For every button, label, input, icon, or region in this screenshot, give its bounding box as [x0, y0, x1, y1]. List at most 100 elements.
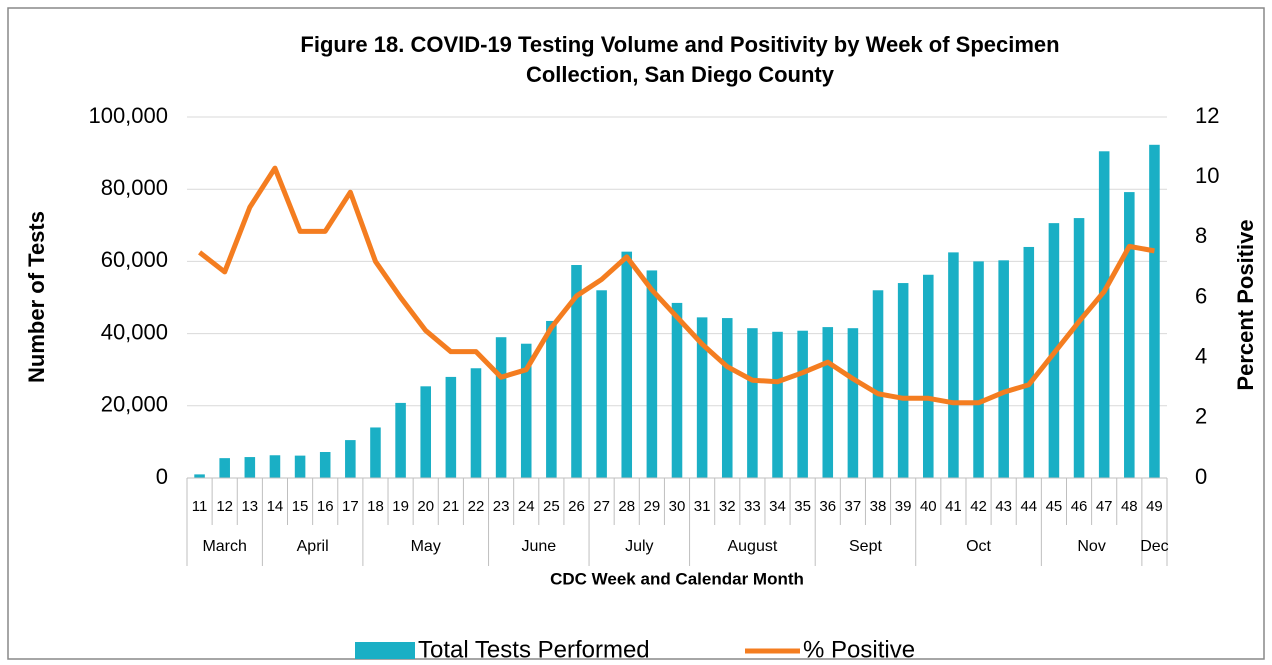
line: [198, 165, 1155, 406]
bar: [998, 260, 1009, 478]
x-tick-label: 23: [493, 498, 510, 515]
bar: [470, 368, 482, 478]
x-tick-label: 14: [267, 498, 284, 515]
bar: [1098, 151, 1110, 479]
chart-title: Figure 18. COVID-19 Testing Volume and P…: [300, 32, 1059, 57]
month-label: March: [202, 538, 246, 555]
bar: [1124, 192, 1135, 478]
month-label: Sept: [849, 538, 882, 555]
x-axis-title: CDC Week and Calendar Month: [550, 569, 804, 588]
bar: [772, 331, 783, 478]
y2-tick-label: 12: [1195, 103, 1219, 128]
x-tick-label: 36: [819, 498, 836, 515]
bar: [822, 327, 834, 478]
x-tick-label: 41: [945, 498, 962, 515]
x-tick-label: 35: [794, 498, 811, 515]
bar: [395, 402, 406, 478]
x-tick-label: 29: [644, 498, 661, 515]
x-tick-label: 38: [870, 498, 887, 515]
bar: [194, 474, 205, 478]
y2-tick-label: 6: [1195, 283, 1207, 308]
x-tick-label: 33: [744, 498, 761, 515]
month-label: Dec: [1140, 538, 1168, 555]
bar: [621, 251, 633, 478]
x-tick-label: 30: [669, 498, 686, 515]
bar: [948, 252, 959, 478]
bar: [1023, 246, 1035, 478]
month-label: June: [521, 538, 556, 555]
x-tick-label: 16: [317, 498, 334, 515]
bar: [1073, 218, 1085, 478]
y-tick-label: 60,000: [101, 247, 168, 272]
y-tick-label: 20,000: [101, 392, 168, 417]
chart-title: Collection, San Diego County: [526, 62, 835, 87]
y-axis-title: Number of Tests: [24, 211, 49, 383]
x-tick-label: 39: [895, 498, 912, 515]
y-tick-label: 0: [156, 464, 168, 489]
x-tick-label: 28: [618, 498, 635, 515]
x-tick-label: 26: [568, 498, 585, 515]
month-label: August: [727, 538, 777, 555]
x-tick-label: 11: [192, 498, 208, 515]
month-label: Oct: [966, 538, 991, 555]
bar: [445, 376, 457, 478]
bar: [721, 318, 733, 478]
x-tick-label: 20: [417, 498, 434, 515]
y2-tick-label: 0: [1195, 464, 1207, 489]
x-tick-label: 37: [845, 498, 862, 515]
bar: [1149, 144, 1160, 478]
bar: [973, 261, 984, 478]
x-tick-label: 43: [995, 498, 1012, 515]
x-tick-label: 19: [392, 498, 409, 515]
bar: [269, 455, 281, 478]
x-tick-label: 15: [292, 498, 309, 515]
bar: [847, 328, 859, 478]
x-tick-label: 27: [593, 498, 610, 515]
y2-tick-label: 2: [1195, 404, 1207, 429]
legend-label: % Positive: [803, 636, 915, 663]
x-tick-label: 31: [694, 498, 711, 515]
x-tick-label: 18: [367, 498, 384, 515]
bar: [244, 457, 256, 478]
legend-label: Total Tests Performed: [418, 636, 650, 663]
x-tick-label: 46: [1071, 498, 1088, 515]
x-tick-label: 49: [1146, 498, 1163, 515]
bar: [319, 452, 331, 478]
month-label: May: [411, 538, 441, 555]
month-label: April: [297, 538, 329, 555]
bar: [495, 337, 507, 478]
bar: [696, 317, 708, 478]
bar: [546, 320, 557, 478]
x-tick-label: 45: [1046, 498, 1063, 515]
bar: [370, 427, 381, 478]
x-tick-label: 21: [443, 498, 460, 515]
x-tick-label: 12: [216, 498, 233, 515]
bar: [797, 330, 808, 478]
bar: [520, 343, 532, 478]
bar: [671, 302, 683, 478]
y2-tick-label: 10: [1195, 163, 1219, 188]
bar: [596, 290, 607, 478]
bar: [897, 283, 909, 478]
legend-swatch: [355, 642, 415, 659]
x-tick-label: 24: [518, 498, 535, 515]
month-label: July: [625, 538, 653, 555]
x-tick-label: 40: [920, 498, 937, 515]
bar: [345, 440, 356, 478]
bar: [923, 274, 934, 478]
bar: [646, 270, 658, 478]
x-tick-label: 48: [1121, 498, 1138, 515]
y-tick-label: 100,000: [88, 103, 168, 128]
x-tick-label: 42: [970, 498, 987, 515]
y2-tick-label: 4: [1195, 343, 1207, 368]
x-tick-label: 25: [543, 498, 560, 515]
x-tick-label: 22: [468, 498, 485, 515]
x-tick-label: 32: [719, 498, 736, 515]
bar: [571, 265, 582, 478]
y2-tick-label: 8: [1195, 223, 1207, 248]
month-label: Nov: [1077, 538, 1105, 555]
bar: [420, 386, 431, 478]
bar: [219, 458, 230, 478]
x-tick-label: 17: [342, 498, 359, 515]
